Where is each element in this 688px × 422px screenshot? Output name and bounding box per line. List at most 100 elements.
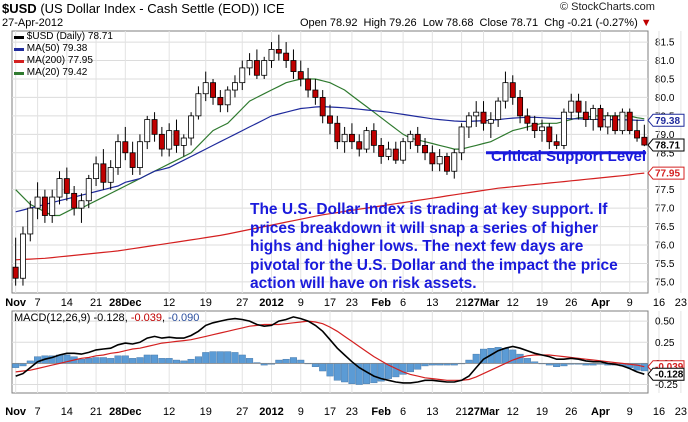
macd-signal-value: -0.039: [130, 312, 163, 324]
legend-label: MA(20) 79.42: [26, 67, 88, 78]
macd-histogram-bar: [465, 359, 473, 364]
candle-body: [334, 122, 341, 143]
macd-signal-flag-text: -0.039: [655, 362, 684, 373]
x-tick-label: 21: [455, 297, 467, 309]
macd-histogram-bar: [246, 358, 254, 364]
chg-value: -0.21 (-0.27%): [567, 17, 638, 29]
x-tick-label: 16: [653, 297, 665, 309]
close-value-flag-text: 78.71: [655, 141, 680, 152]
candle-body: [195, 93, 202, 117]
open-value: 78.92: [329, 17, 358, 29]
x-tick-label: 9: [627, 297, 633, 309]
candle-body: [641, 136, 648, 146]
legend-item-ma200: ▬ MA(200) 77.95: [14, 55, 93, 66]
candle-body: [407, 133, 414, 143]
candle-body: [590, 108, 597, 120]
macd-histogram-bar: [114, 355, 122, 364]
macd-histogram-bar: [194, 356, 202, 364]
candle-body: [217, 97, 224, 106]
macd-x-tick-label: 28Dec: [109, 406, 141, 418]
macd-x-tick-label: 9: [298, 406, 304, 418]
macd-y-tick-label: -0.25: [655, 380, 678, 391]
x-tick-label: 9: [298, 297, 304, 309]
candle-body: [422, 144, 428, 154]
x-tick-label: 12: [507, 297, 519, 309]
macd-title: MACD(12,26,9) -0.128, -0.039, -0.090: [14, 312, 200, 324]
macd-hist-value: -0.090: [168, 312, 200, 324]
ohlc-bar: Open 78.92 High 79.26 Low 78.68 Close 78.71 …: [300, 17, 655, 29]
macd-x-tick-label: 23: [675, 406, 687, 418]
candle-body: [341, 133, 348, 143]
chart-title: $USD (US Dollar Index - Cash Settle (EOD…: [2, 1, 285, 16]
candle-body: [41, 196, 48, 216]
macd-histogram-bar: [107, 358, 115, 364]
chg-label: Chg: [544, 17, 565, 29]
x-tick-label: Feb: [371, 297, 391, 309]
macd-histogram-bar: [136, 357, 144, 364]
candle-body: [49, 196, 56, 216]
legend-item-ma50: ▬ MA(50) 79.38: [14, 43, 88, 54]
macd-histogram-bar: [501, 347, 509, 364]
x-tick-label: 2012: [259, 297, 283, 309]
x-tick-label: 23: [346, 297, 358, 309]
candle-body: [136, 141, 143, 168]
x-tick-label: 19: [536, 297, 548, 309]
ma50-value-flag-text: 79.38: [655, 116, 680, 127]
price-y-tick-label: 77.0: [655, 204, 675, 215]
price-y-tick-label: 76.5: [655, 222, 675, 233]
ma200-line: [15, 172, 645, 261]
x-tick-label: 7: [35, 297, 41, 309]
candle-body: [539, 126, 545, 132]
candle-body: [465, 115, 472, 128]
macd-histogram-bar: [414, 363, 422, 370]
candle-body: [144, 119, 151, 143]
legend: ▬ $USD (Daily) 78.71 ▬ MA(50) 79.38 ▬ MA…: [14, 31, 113, 79]
macd-x-tick-label: 21: [90, 406, 102, 418]
x-tick-label: 6: [400, 297, 406, 309]
candle-body: [634, 130, 640, 139]
candle-body: [305, 78, 312, 91]
x-tick-label: 27Mar: [468, 297, 501, 309]
candle-body: [480, 111, 487, 124]
candle-body: [414, 133, 421, 146]
candle-body: [253, 60, 260, 76]
macd-x-tick-label: 12: [163, 406, 175, 418]
ma200-value-flag: [647, 166, 685, 180]
candle-body: [502, 82, 509, 102]
x-tick-label: 17: [324, 297, 336, 309]
ma50-value-flag: [647, 113, 685, 127]
x-tick-label: 26: [565, 297, 577, 309]
candle-body: [210, 82, 216, 98]
x-tick-label: 13: [426, 297, 438, 309]
macd-histogram-bar: [311, 363, 319, 367]
source-credit[interactable]: © StockCharts.com: [560, 1, 655, 13]
macd-histogram-bar: [326, 363, 334, 377]
close-label: Close: [479, 17, 508, 29]
macd-y-tick-label: 0.25: [655, 338, 675, 349]
price-y-tick-label: 78.5: [655, 148, 675, 159]
macd-x-tick-label: 19: [200, 406, 212, 418]
high-label: High: [363, 17, 387, 29]
macd-x-tick-label: 16: [653, 406, 665, 418]
x-tick-label: Apr: [591, 297, 611, 309]
high-value: 79.26: [389, 17, 417, 29]
exchange: ICE: [262, 1, 285, 16]
candle-body: [239, 67, 246, 84]
macd-histogram-bar: [85, 358, 93, 364]
candle-body: [582, 111, 589, 120]
candle-body: [597, 108, 604, 128]
candle-body: [392, 148, 399, 161]
candle-body: [327, 115, 333, 124]
macd-histogram-bar: [472, 353, 480, 364]
legend-item-price: ▬ $USD (Daily) 78.71: [14, 31, 113, 42]
legend-label: $USD (Daily) 78.71: [26, 31, 113, 42]
macd-x-tick-label: 2012: [259, 406, 283, 418]
candle-body: [129, 152, 136, 168]
macd-histogram-bar: [319, 363, 327, 372]
price-y-tick-label: 81.0: [655, 56, 675, 67]
x-tick-label: 21: [90, 297, 102, 309]
price-y-tick-label: 77.5: [655, 185, 675, 196]
candle-body: [180, 137, 187, 146]
candle-body: [451, 152, 458, 172]
